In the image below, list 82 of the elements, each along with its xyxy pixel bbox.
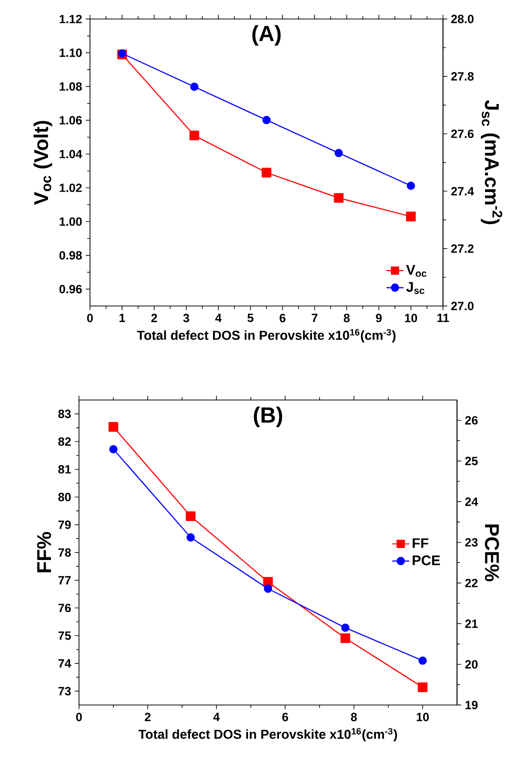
y-tick-label: 1.06 (60, 116, 82, 125)
point (406, 182, 416, 190)
y-tick-label: 1.04 (60, 150, 82, 158)
y-tick-label: 83 (58, 410, 71, 418)
x-tick-label: 6 (280, 314, 286, 322)
x-tick-label: 11 (437, 314, 449, 322)
point (418, 682, 428, 692)
y-tick-label: 0.96 (59, 284, 82, 294)
point (264, 584, 272, 593)
y-tick-label: 1.02 (60, 184, 82, 192)
point (186, 533, 195, 542)
y2-tick-label: 26 (465, 416, 478, 425)
x-tick-label: 8 (350, 712, 357, 722)
x-tick-label: 8 (344, 314, 350, 322)
x-axis-title: Total defect DOS in Perovskite x10$^{16}$(cm$^{-3}$) (138, 728, 398, 742)
point (108, 422, 118, 432)
y-tick-label: 1.00 (60, 217, 82, 226)
chart-title: (B) (254, 406, 282, 428)
y2-tick-label: 20 (465, 660, 478, 669)
y-tick-label: 76 (58, 604, 71, 612)
x-tick-label: 10 (405, 314, 418, 322)
x-tick-label: 7 (312, 314, 318, 322)
y2-tick-label: 22 (465, 578, 478, 588)
point (334, 193, 344, 203)
y-tick-label: 1.08 (60, 82, 82, 91)
chart-title: (A) (252, 25, 281, 46)
y2-tick-label: 27.0 (451, 302, 474, 310)
y-tick-label: 77 (58, 576, 71, 584)
y-tick-label: 74 (58, 659, 72, 668)
y-axis-title: V$_{oc}$ (Volt) (34, 120, 52, 205)
point (262, 168, 272, 178)
x-tick-label: 2 (151, 314, 158, 322)
y-tick-label: 75 (58, 632, 71, 640)
x-tick-label: 1 (120, 314, 126, 322)
x-tick-label: 0 (76, 712, 82, 722)
x-tick-label: 3 (183, 314, 190, 322)
point (190, 82, 198, 91)
legend-label: PCE (412, 555, 440, 566)
point (340, 633, 350, 643)
point (189, 130, 200, 140)
x-tick-label: 4 (215, 314, 222, 322)
point (334, 148, 343, 158)
y2-tick-label: 21 (465, 619, 478, 628)
point (263, 577, 273, 587)
point (109, 445, 118, 454)
y2-tick-label: 24 (465, 497, 478, 506)
legend-label: FF (412, 538, 428, 548)
y2-tick-label: 27.2 (451, 244, 474, 253)
y2-tick-label: 27.4 (451, 187, 474, 196)
point (418, 656, 427, 665)
y-tick-label: 0.98 (59, 251, 82, 260)
x-tick-label: 9 (376, 314, 382, 322)
y-tick-label: 73 (58, 686, 71, 696)
y-tick-label: 82 (58, 437, 71, 446)
y2-tick-label: 27.6 (451, 130, 474, 138)
y-tick-label: 1.10 (60, 48, 82, 57)
y-tick-label: 1.12 (60, 14, 82, 24)
y2-tick-label: 25 (465, 456, 478, 466)
y-tick-label: 78 (58, 548, 71, 557)
x-tick-label: 6 (282, 712, 288, 722)
y2-tick-label: 27.8 (451, 72, 474, 81)
legend-label: J$_{sc}$ (406, 282, 424, 294)
y2-tick-label: 19 (466, 700, 478, 710)
y-axis-title: FF% (37, 532, 52, 572)
point (341, 624, 350, 632)
x-axis-title: Total defect DOS in Perovskite x10$^{16}$(cm$^{-3}$) (136, 329, 396, 342)
y2-axis-title: PCE% (484, 524, 500, 582)
x-tick-label: 4 (213, 712, 220, 721)
point (406, 212, 416, 222)
x-tick-label: 0 (87, 314, 93, 322)
point (186, 511, 196, 522)
y2-tick-label: 23 (465, 538, 478, 547)
x-tick-label: 2 (144, 712, 151, 722)
y2-axis-title: J$_{sc}$ (mA.cm$^{-2}$) (480, 100, 502, 224)
y2-tick-label: 28.0 (451, 14, 474, 24)
y-tick-label: 81 (58, 465, 71, 474)
legend-label: V$_{oc}$ (406, 265, 426, 277)
x-tick-label: 10 (416, 712, 429, 722)
point (262, 116, 271, 124)
y-tick-label: 80 (58, 492, 71, 502)
y-tick-label: 79 (58, 520, 71, 529)
x-tick-label: 5 (248, 314, 254, 322)
